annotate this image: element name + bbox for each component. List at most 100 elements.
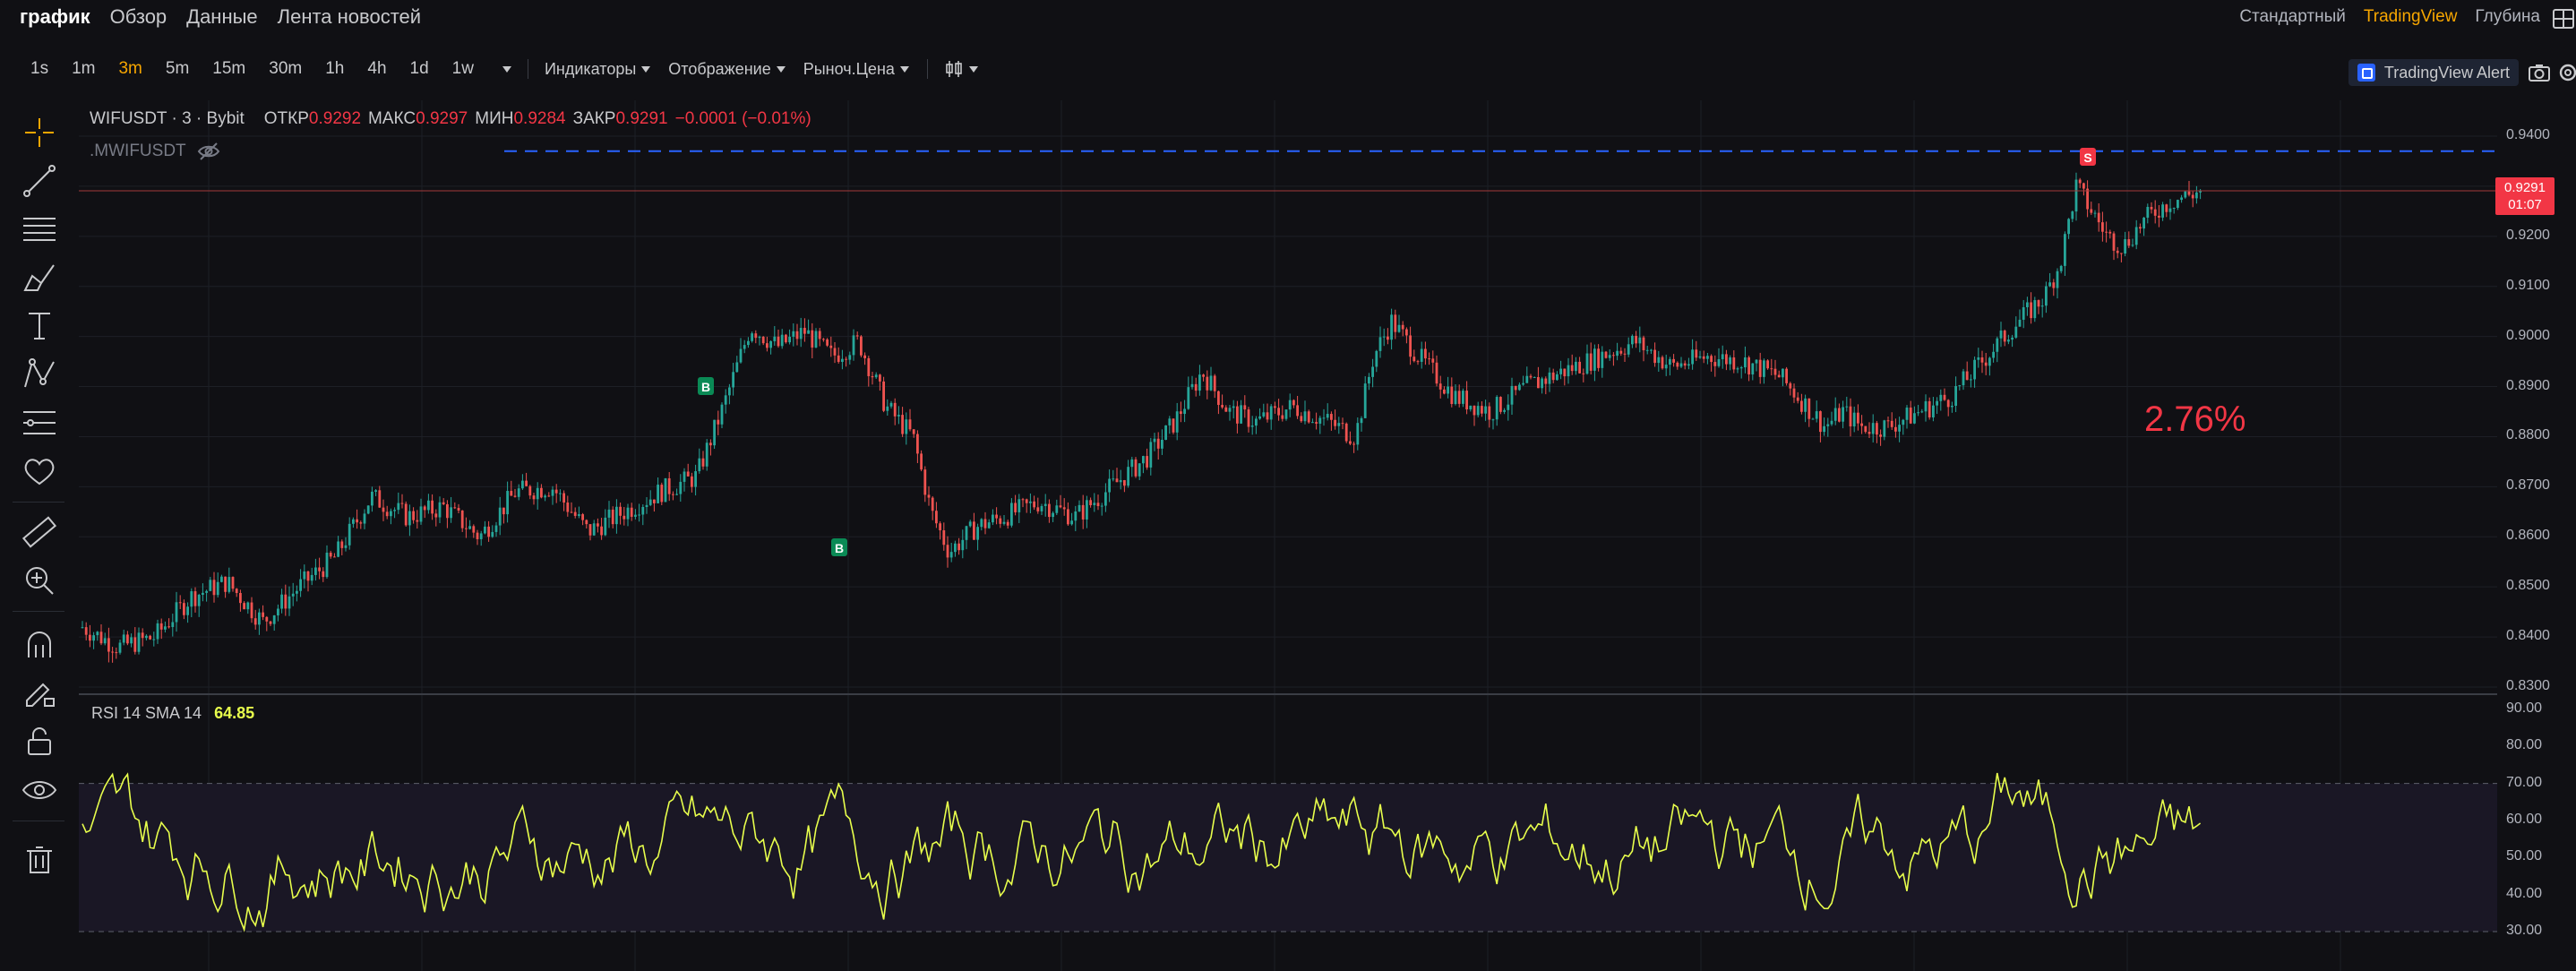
close-value: 0.9291: [615, 109, 668, 128]
candle-body: [2067, 219, 2070, 235]
pattern-tool[interactable]: [20, 355, 59, 394]
delete-tool[interactable]: [20, 840, 59, 880]
candle-body: [299, 579, 302, 591]
candle-body: [889, 402, 893, 407]
interval-1m[interactable]: 1m: [72, 59, 96, 78]
candle-body: [460, 510, 464, 528]
candle-body: [923, 469, 927, 495]
chart-area[interactable]: B B S: [79, 100, 2497, 971]
view-depth[interactable]: Глубина: [2475, 7, 2540, 26]
symbol-label[interactable]: WIFUSDT · 3 · Bybit: [90, 109, 245, 128]
tradingview-alert-button[interactable]: TradingView Alert: [2348, 59, 2519, 86]
view-tradingview[interactable]: TradingView: [2363, 7, 2458, 26]
market-price-button[interactable]: Рыноч.Цена: [803, 60, 909, 79]
candle-body: [1902, 419, 1905, 425]
eye-off-icon[interactable]: [197, 142, 220, 161]
candle-body: [457, 508, 460, 511]
percent-annotation[interactable]: 2.76%: [2144, 400, 2246, 439]
candle-body: [1217, 391, 1220, 406]
candle-body: [1664, 365, 1668, 369]
tab-overview[interactable]: Обзор: [109, 5, 167, 28]
candle-body: [1868, 432, 1871, 434]
candle-body: [1349, 441, 1352, 444]
view-standard[interactable]: Стандартный: [2239, 7, 2346, 26]
fib-tool[interactable]: [20, 210, 59, 249]
candle-body: [1190, 383, 1194, 388]
candle-body: [224, 576, 227, 592]
interval-3m[interactable]: 3m: [118, 59, 142, 78]
candle-body: [262, 612, 264, 617]
ruler-tool[interactable]: [20, 512, 59, 552]
candle-body: [1055, 505, 1059, 513]
interval-30m[interactable]: 30m: [269, 59, 303, 78]
text-tool[interactable]: [20, 306, 59, 346]
candle-body: [747, 340, 750, 346]
candle-body: [2168, 208, 2172, 212]
tab-chart[interactable]: график: [20, 5, 90, 28]
candle-body: [780, 334, 784, 347]
candle-body: [946, 545, 949, 558]
interval-15m[interactable]: 15m: [212, 59, 246, 78]
magnet-tool[interactable]: [20, 625, 59, 665]
chart-canvas[interactable]: B B S: [79, 100, 2497, 971]
candle-body: [1303, 411, 1307, 422]
trendline-tool[interactable]: [20, 161, 59, 201]
lock-tool[interactable]: [20, 722, 59, 761]
candle-body: [1138, 463, 1141, 477]
gear-icon[interactable]: [2556, 62, 2576, 83]
price-axis[interactable]: 0.94000.93000.92000.91000.90000.89000.88…: [2497, 100, 2576, 971]
candle-body: [510, 491, 513, 496]
interval-1h[interactable]: 1h: [325, 59, 345, 78]
visibility-tool[interactable]: [20, 770, 59, 810]
candle-body: [2142, 218, 2145, 229]
interval-1w[interactable]: 1w: [451, 59, 474, 78]
layout-icon[interactable]: [2551, 7, 2576, 30]
camera-icon[interactable]: [2528, 63, 2551, 82]
candle-body: [1014, 503, 1017, 512]
candle-body: [939, 523, 941, 531]
tab-news[interactable]: Лента новостей: [277, 5, 422, 28]
zoom-tool[interactable]: [20, 561, 59, 600]
candle-body: [1721, 354, 1724, 360]
candle-body: [540, 487, 543, 498]
favorites-tool[interactable]: [20, 451, 59, 491]
overlays: B B S: [79, 148, 2497, 556]
candle-body: [1679, 363, 1683, 367]
candle-body: [1691, 349, 1694, 365]
candle-body: [1288, 400, 1292, 410]
candle-body: [1563, 368, 1567, 377]
interval-1s[interactable]: 1s: [30, 59, 49, 78]
interval-dropdown[interactable]: [497, 65, 511, 73]
candle-body: [615, 506, 618, 525]
lock-drawing-tool[interactable]: [20, 674, 59, 713]
candle-body: [1826, 424, 1830, 426]
interval-5m[interactable]: 5m: [165, 59, 190, 78]
prediction-tool[interactable]: [20, 403, 59, 443]
chart-type-button[interactable]: [944, 59, 978, 79]
candle-body: [502, 507, 505, 515]
candle-body: [732, 372, 734, 388]
candle-body: [1221, 405, 1224, 408]
display-button[interactable]: Отображение: [668, 60, 786, 79]
candle-body: [735, 362, 739, 373]
crosshair-tool[interactable]: [20, 113, 59, 152]
candle-body: [701, 458, 705, 467]
candle-body: [597, 523, 599, 527]
candle-body: [1522, 382, 1524, 385]
candle-body: [2134, 227, 2138, 245]
candle-body: [340, 541, 344, 548]
tab-data[interactable]: Данные: [186, 5, 258, 28]
interval-4h[interactable]: 4h: [367, 59, 387, 78]
candle-body: [438, 502, 442, 518]
candle-body: [1999, 331, 2003, 339]
rsi-value: 64.85: [214, 704, 255, 722]
candle-body: [1330, 414, 1333, 420]
indicators-button[interactable]: Индикаторы: [545, 60, 651, 79]
candle-body: [209, 580, 212, 591]
interval-1d[interactable]: 1d: [409, 59, 429, 78]
brush-tool[interactable]: [20, 258, 59, 297]
candle-body: [1616, 350, 1619, 357]
candle-body: [648, 499, 652, 505]
candle-body: [1010, 503, 1013, 526]
candle-body: [272, 615, 276, 624]
